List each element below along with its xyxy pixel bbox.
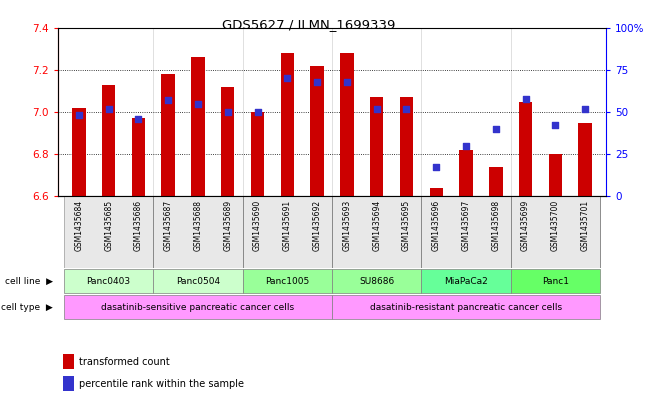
Bar: [370, 97, 383, 196]
Text: cell line  ▶: cell line ▶: [5, 277, 53, 285]
Text: dasatinib-sensitive pancreatic cancer cells: dasatinib-sensitive pancreatic cancer ce…: [102, 303, 294, 312]
Point: [372, 105, 382, 112]
Text: GSM1435698: GSM1435698: [492, 200, 501, 251]
Bar: [132, 118, 145, 196]
Bar: [311, 66, 324, 196]
Text: percentile rank within the sample: percentile rank within the sample: [79, 378, 243, 389]
Bar: [63, 354, 74, 369]
Bar: [221, 87, 234, 196]
Text: Panc1005: Panc1005: [265, 277, 309, 285]
Text: GSM1435694: GSM1435694: [372, 200, 381, 251]
Point: [491, 126, 501, 132]
Point: [312, 79, 322, 85]
Point: [580, 105, 590, 112]
Bar: [489, 167, 503, 196]
Bar: [243, 269, 332, 293]
Bar: [153, 269, 243, 293]
Point: [74, 112, 84, 119]
Text: transformed count: transformed count: [79, 357, 169, 367]
Text: Panc0504: Panc0504: [176, 277, 220, 285]
Point: [401, 105, 411, 112]
Text: GDS5627 / ILMN_1699339: GDS5627 / ILMN_1699339: [223, 18, 396, 31]
Bar: [153, 196, 243, 268]
Bar: [281, 53, 294, 196]
Bar: [72, 108, 85, 196]
Bar: [161, 74, 175, 196]
Bar: [332, 269, 421, 293]
Text: MiaPaCa2: MiaPaCa2: [444, 277, 488, 285]
Point: [461, 142, 471, 149]
Point: [104, 105, 114, 112]
Point: [133, 116, 144, 122]
Bar: [64, 196, 153, 268]
Bar: [460, 150, 473, 196]
Text: GSM1435697: GSM1435697: [462, 200, 471, 251]
Bar: [251, 112, 264, 196]
Text: cell type  ▶: cell type ▶: [1, 303, 53, 312]
Bar: [579, 123, 592, 196]
Text: GSM1435684: GSM1435684: [74, 200, 83, 251]
Bar: [400, 97, 413, 196]
Text: Panc0403: Panc0403: [87, 277, 131, 285]
Point: [193, 101, 203, 107]
Point: [282, 75, 292, 81]
Bar: [243, 196, 332, 268]
Text: GSM1435688: GSM1435688: [193, 200, 202, 251]
Bar: [510, 269, 600, 293]
Text: GSM1435690: GSM1435690: [253, 200, 262, 251]
Bar: [64, 295, 332, 319]
Point: [431, 164, 441, 171]
Text: GSM1435685: GSM1435685: [104, 200, 113, 251]
Text: GSM1435701: GSM1435701: [581, 200, 590, 251]
Bar: [421, 196, 510, 268]
Text: Panc1: Panc1: [542, 277, 569, 285]
Bar: [332, 196, 421, 268]
Text: SU8686: SU8686: [359, 277, 395, 285]
Bar: [340, 53, 353, 196]
Point: [163, 97, 173, 103]
Text: GSM1435689: GSM1435689: [223, 200, 232, 251]
Text: GSM1435692: GSM1435692: [312, 200, 322, 251]
Bar: [63, 376, 74, 391]
Text: GSM1435700: GSM1435700: [551, 200, 560, 251]
Text: GSM1435695: GSM1435695: [402, 200, 411, 251]
Text: GSM1435696: GSM1435696: [432, 200, 441, 251]
Bar: [102, 85, 115, 196]
Point: [223, 109, 233, 115]
Text: GSM1435686: GSM1435686: [134, 200, 143, 251]
Text: GSM1435687: GSM1435687: [163, 200, 173, 251]
Point: [253, 109, 263, 115]
Bar: [191, 57, 204, 196]
Point: [550, 122, 561, 129]
Bar: [430, 187, 443, 196]
Bar: [519, 101, 533, 196]
Text: GSM1435699: GSM1435699: [521, 200, 530, 251]
Text: dasatinib-resistant pancreatic cancer cells: dasatinib-resistant pancreatic cancer ce…: [370, 303, 562, 312]
Bar: [510, 196, 600, 268]
Bar: [421, 269, 510, 293]
Point: [342, 79, 352, 85]
Bar: [64, 269, 153, 293]
Text: GSM1435693: GSM1435693: [342, 200, 352, 251]
Bar: [549, 154, 562, 196]
Bar: [332, 295, 600, 319]
Point: [520, 95, 531, 102]
Text: GSM1435691: GSM1435691: [283, 200, 292, 251]
